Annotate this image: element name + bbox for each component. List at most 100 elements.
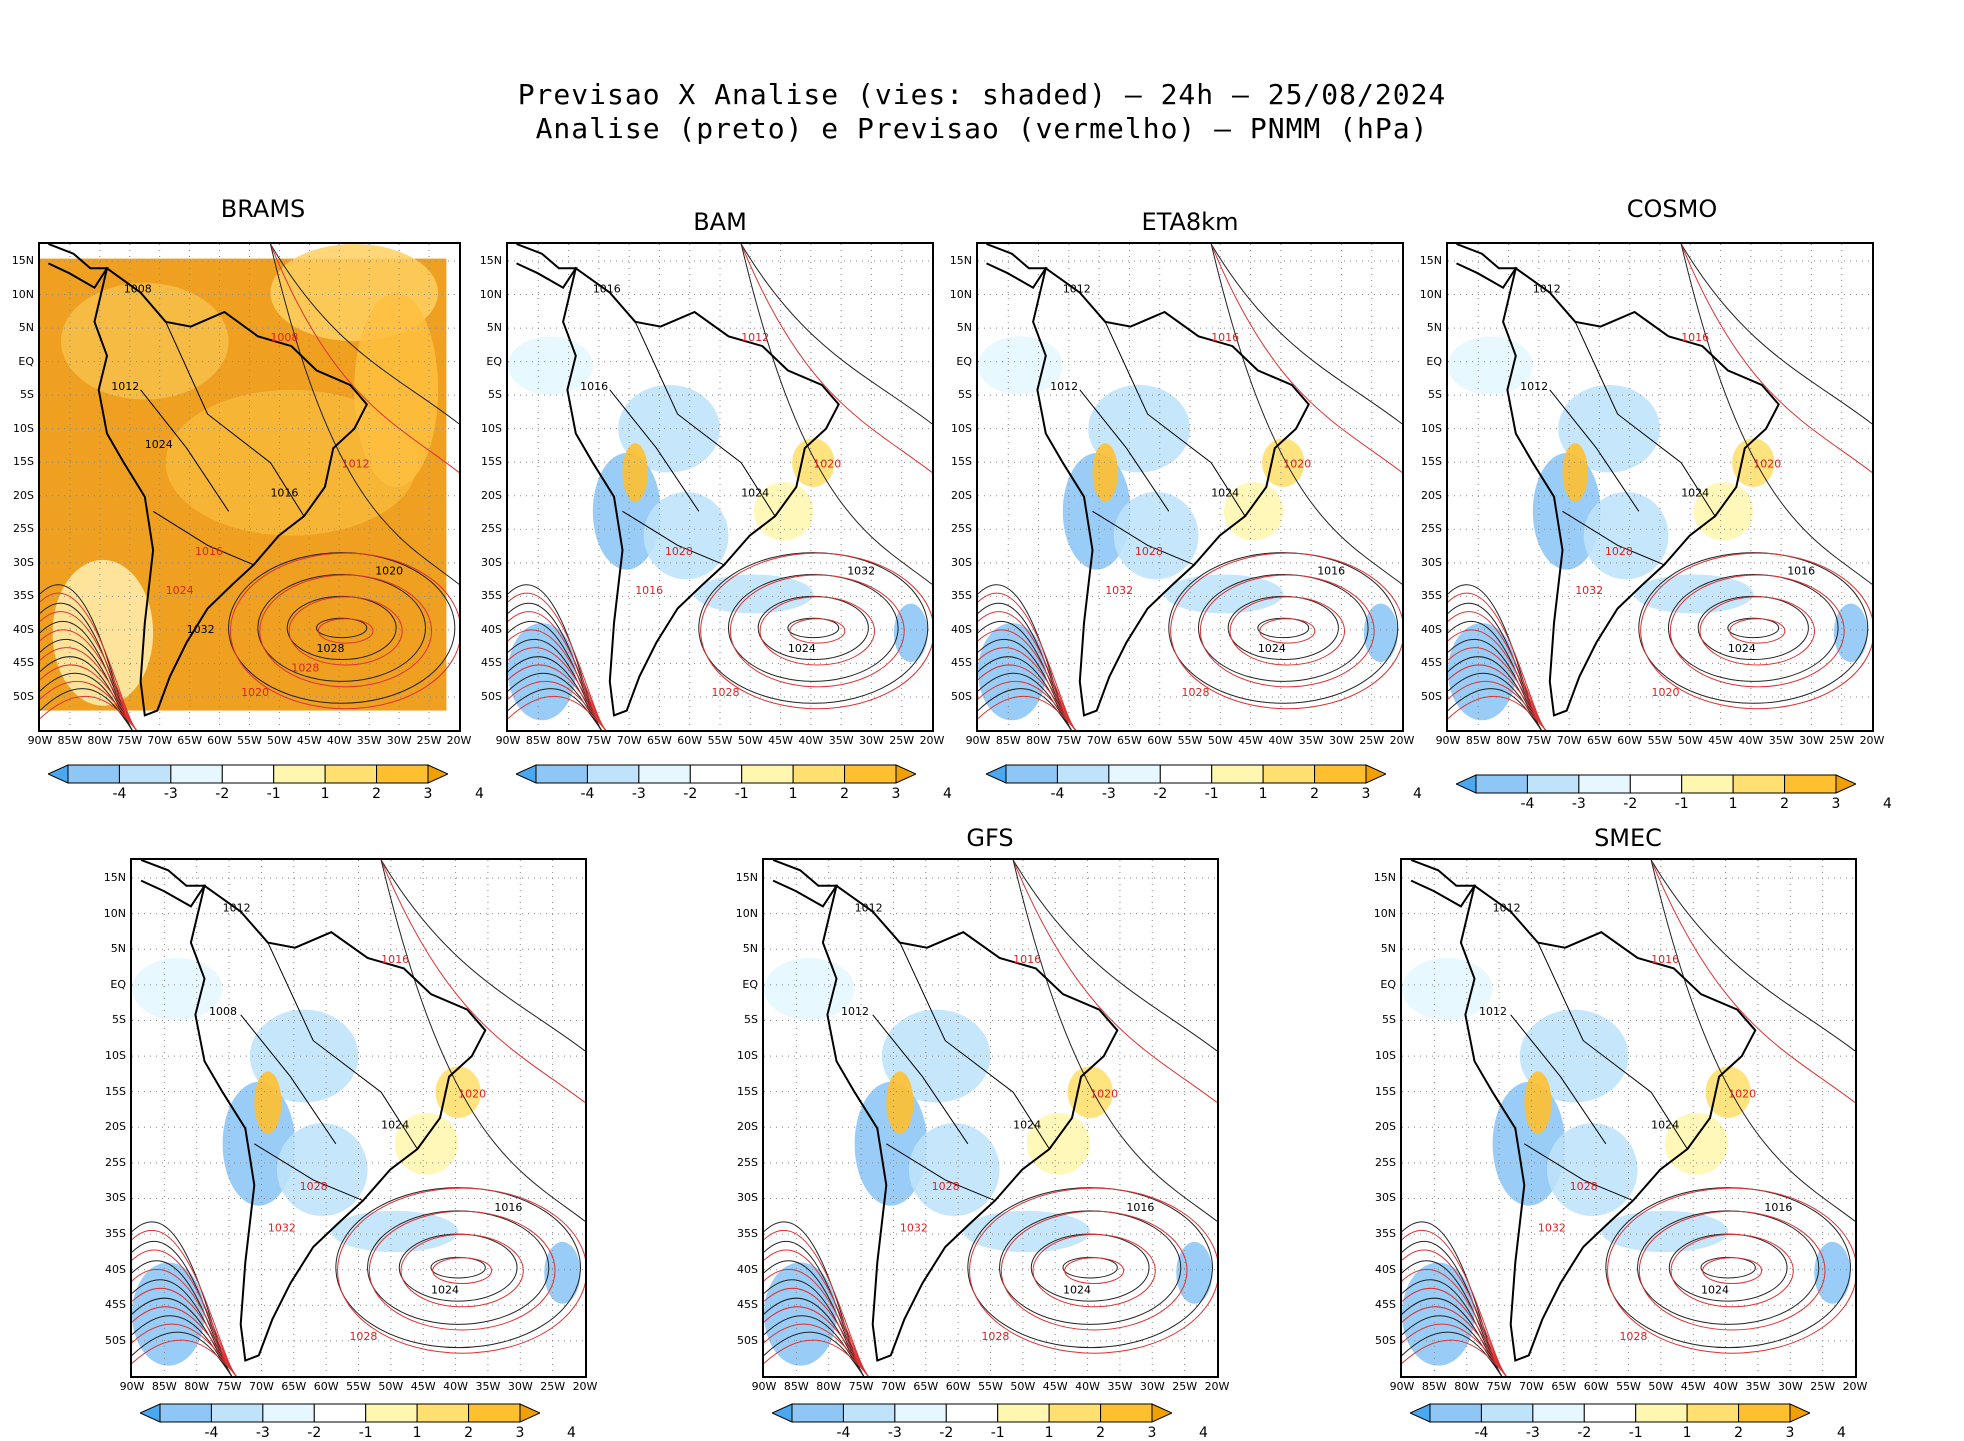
lon-tick-label: 70W — [616, 734, 642, 747]
lat-tick-label: 25S — [951, 522, 972, 536]
lon-tick-label: 45W — [1042, 1380, 1068, 1393]
lat-tick-label: 20S — [1375, 1120, 1396, 1134]
colorbar-label: -2 — [683, 786, 698, 802]
contour-label: 1016 — [635, 584, 663, 597]
lat-tick-label: 40S — [1375, 1262, 1396, 1276]
lat-tick-label: 50S — [737, 1333, 758, 1347]
lat-tick-label: 35S — [1421, 589, 1442, 603]
lon-tick-label: 45W — [410, 1380, 436, 1393]
lat-tick-label: 35S — [481, 589, 502, 603]
colorbar-label: -2 — [307, 1425, 322, 1441]
contour-label: 1024 — [1211, 487, 1239, 500]
lat-tick-label: 40S — [1421, 622, 1442, 636]
lon-tick-label: 55W — [978, 1380, 1003, 1393]
lat-tick-label: 25S — [1421, 522, 1442, 536]
lat-tick-label: 15S — [1421, 455, 1442, 469]
colorbar-label: -2 — [939, 1425, 954, 1441]
lat-tick-label: 10S — [105, 1049, 126, 1063]
lat-tick-label: 15N — [949, 254, 972, 267]
lat-tick-label: 20S — [105, 1120, 126, 1134]
contour-label: 1028 — [1619, 1330, 1647, 1343]
lat-tick-label: 20S — [481, 488, 502, 502]
lat-tick-label: 30S — [737, 1191, 758, 1205]
lon-tick-label: 30W — [858, 734, 884, 747]
lon-tick-label: 85W — [1421, 1380, 1447, 1393]
lon-tick-label: 35W — [1107, 1380, 1133, 1393]
lat-tick-label: 10N — [1419, 287, 1442, 301]
lon-tick-label: 40W — [326, 734, 352, 747]
lon-tick-label: 80W — [816, 1380, 842, 1393]
lat-tick-label: 25S — [105, 1155, 126, 1169]
lat-tick-label: 10S — [13, 421, 34, 435]
contour-label: 1024 — [381, 1118, 409, 1131]
lon-tick-label: 55W — [1647, 734, 1673, 747]
contour-label: 1012 — [1493, 902, 1521, 915]
colorbar-label: 2 — [1780, 796, 1790, 812]
contour-label: 1024 — [1258, 642, 1286, 655]
contour-label: 1020 — [1753, 458, 1781, 471]
lat-tick-label: 5N — [18, 321, 34, 335]
contour-label: 1024 — [166, 584, 194, 597]
colorbar-label: 3 — [1361, 786, 1371, 802]
contour-label: 1032 — [187, 623, 215, 636]
lon-tick-label: 35W — [1298, 734, 1324, 747]
lat-tick-label: EQ — [956, 354, 972, 368]
lon-tick-label: 20W — [1204, 1380, 1230, 1393]
contour-label: 1016 — [1764, 1201, 1792, 1214]
lon-tick-label: 30W — [1139, 1380, 1165, 1393]
contour-label: 1016 — [580, 380, 608, 393]
colorbar-label: 1 — [788, 786, 798, 802]
contour-label: 1028 — [712, 686, 740, 699]
lat-tick-label: 10N — [1373, 906, 1396, 920]
lon-tick-label: 35W — [1745, 1380, 1771, 1393]
lon-tick-label: 90W — [1435, 734, 1461, 747]
lat-tick-label: 10S — [1375, 1049, 1396, 1063]
lon-tick-label: 50W — [266, 734, 292, 747]
lon-tick-label: 50W — [1010, 1380, 1036, 1393]
contour-label: 1024 — [1063, 1283, 1091, 1296]
colorbar-label: -1 — [990, 1425, 1005, 1441]
lon-tick-label: 75W — [117, 734, 143, 747]
lat-tick-label: 5N — [956, 321, 972, 335]
lon-tick-label: 60W — [677, 734, 703, 747]
lat-tick-label: 15S — [13, 455, 34, 469]
lat-tick-label: 30S — [105, 1191, 126, 1205]
colorbar-label: 2 — [1096, 1425, 1106, 1441]
colorbar-label: -3 — [163, 786, 178, 802]
lon-tick-label: 25W — [540, 1380, 566, 1393]
lon-tick-label: 25W — [1172, 1380, 1198, 1393]
map-plot-area: 1012 1016 1012 1020 1024 1028 1016 1032 1024 1028 — [976, 242, 1404, 732]
lon-tick-label: 70W — [880, 1380, 906, 1393]
lon-tick-label: 85W — [783, 1380, 809, 1393]
map-svg: 1012 1016 1012 1020 1024 1028 1016 1032 1024 1020 — [1448, 244, 1872, 730]
map-plot-area: 1012 1016 1012 1020 1024 1028 1016 1032 1024 1028 — [1400, 858, 1857, 1378]
lon-tick-label: 90W — [1389, 1380, 1415, 1393]
contour-label: 1016 — [1211, 331, 1239, 344]
lat-tick-label: 5S — [112, 1013, 126, 1027]
lat-tick-label: EQ — [110, 977, 126, 991]
colorbar — [772, 1403, 1172, 1423]
colorbar-label: -1 — [358, 1425, 373, 1441]
lat-tick-label: 50S — [481, 689, 502, 703]
lon-tick-label: 45W — [768, 734, 793, 747]
lon-tick-label: 60W — [313, 1380, 339, 1393]
lat-tick-label: 35S — [13, 589, 34, 603]
lat-tick-label: EQ — [1380, 977, 1396, 991]
lat-tick-label: 20S — [737, 1120, 758, 1134]
colorbar — [516, 764, 916, 784]
lon-tick-label: 40W — [1713, 1380, 1738, 1393]
contour-label: 1012 — [1050, 380, 1078, 393]
colorbar-label: 4 — [1882, 796, 1892, 812]
map-plot-area: 1012 1016 1008 1020 1024 1028 1016 1032 1024 1028 — [130, 858, 587, 1378]
lat-tick-label: 30S — [1375, 1191, 1396, 1205]
colorbar-label: 4 — [942, 786, 952, 802]
lon-tick-label: 50W — [1648, 1380, 1674, 1393]
lon-tick-label: 55W — [237, 734, 262, 747]
lon-tick-label: 50W — [737, 734, 763, 747]
lat-tick-label: 50S — [13, 689, 34, 703]
colorbar-label: -3 — [887, 1425, 902, 1441]
colorbar-label: 1 — [412, 1425, 422, 1441]
colorbar-label: -4 — [580, 786, 595, 802]
lat-tick-label: 5N — [1426, 321, 1442, 335]
colorbar-label: 3 — [891, 786, 901, 802]
